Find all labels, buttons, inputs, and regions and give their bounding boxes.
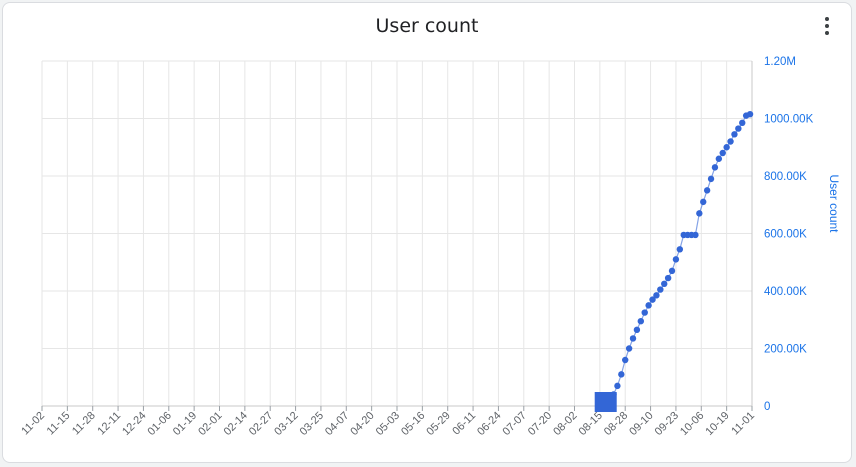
data-point (625, 345, 633, 352)
x-tick-label: 08-15 (577, 410, 605, 438)
x-tick-label: 02-27 (247, 410, 275, 438)
x-tick-label: 03-25 (298, 410, 326, 438)
data-point-square (594, 392, 617, 412)
x-tick-label: 10-06 (678, 410, 706, 438)
chart-title: User count (375, 15, 479, 37)
x-tick-label: 01-19 (171, 410, 199, 438)
x-tick-label: 11-01 (729, 410, 757, 438)
x-tick-label: 04-20 (348, 410, 376, 438)
data-point (618, 371, 625, 378)
y-axis-title: User count (827, 174, 841, 233)
data-point (746, 110, 754, 118)
data-point (696, 210, 703, 217)
x-tick-label: 06-24 (475, 410, 503, 438)
x-tick-label: 08-02 (551, 410, 579, 438)
y-tick-label: 600.00K (764, 229, 807, 241)
y-tick-label: 0 (764, 401, 770, 413)
x-tick-label: 04-07 (323, 410, 351, 438)
data-point (692, 231, 699, 239)
y-tick-label: 200.00K (764, 344, 807, 356)
data-point (622, 356, 629, 364)
x-tick-label: 10-19 (703, 410, 731, 438)
x-tick-label: 07-20 (526, 410, 554, 438)
x-tick-label: 11-02 (19, 410, 47, 438)
data-point (661, 280, 668, 288)
data-point (707, 175, 715, 183)
x-tick-label: 03-12 (272, 410, 300, 438)
data-point (727, 138, 734, 145)
data-point (633, 326, 641, 334)
x-tick-label: 11-28 (70, 410, 98, 438)
data-point (735, 125, 742, 132)
x-tick-label: 12-11 (95, 410, 123, 438)
y-tick-label: 800.00K (764, 171, 807, 183)
data-point (657, 286, 664, 293)
data-point (676, 246, 684, 253)
x-tick-label: 06-11 (450, 410, 478, 438)
data-point (637, 317, 645, 325)
data-point (610, 391, 617, 398)
y-tick-label: 1000.00K (764, 114, 814, 126)
data-point (668, 267, 676, 275)
data-point (672, 256, 680, 263)
data-point (629, 335, 637, 342)
data-point (715, 155, 723, 162)
data-point (641, 309, 648, 316)
x-tick-label: 11-15 (45, 410, 73, 438)
x-tick-label: 05-29 (424, 410, 452, 438)
data-point (700, 198, 707, 206)
data-point (649, 296, 656, 303)
data-point (703, 187, 711, 194)
x-tick-label: 01-06 (146, 410, 174, 438)
more-vert-icon[interactable] (819, 15, 835, 37)
data-point (614, 382, 621, 390)
data-point (719, 149, 726, 157)
x-tick-label: 08-28 (602, 410, 630, 438)
data-point (739, 119, 746, 127)
x-tick-label: 02-14 (222, 410, 250, 438)
y-tick-label: 400.00K (764, 286, 807, 298)
x-tick-label: 09-23 (653, 410, 681, 438)
x-tick-label: 12-24 (120, 410, 148, 438)
y-tick-label: 1.20M (764, 56, 796, 68)
x-tick-label: 07-07 (501, 410, 529, 438)
data-point (653, 292, 660, 299)
data-point (664, 274, 672, 282)
data-point (723, 144, 730, 151)
x-tick-label: 05-16 (399, 410, 427, 438)
data-point (731, 131, 738, 138)
x-tick-label: 05-03 (374, 410, 402, 438)
data-point (711, 164, 719, 171)
data-point (645, 302, 652, 309)
x-tick-label: 02-01 (196, 410, 224, 438)
x-tick-label: 09-10 (627, 410, 655, 438)
